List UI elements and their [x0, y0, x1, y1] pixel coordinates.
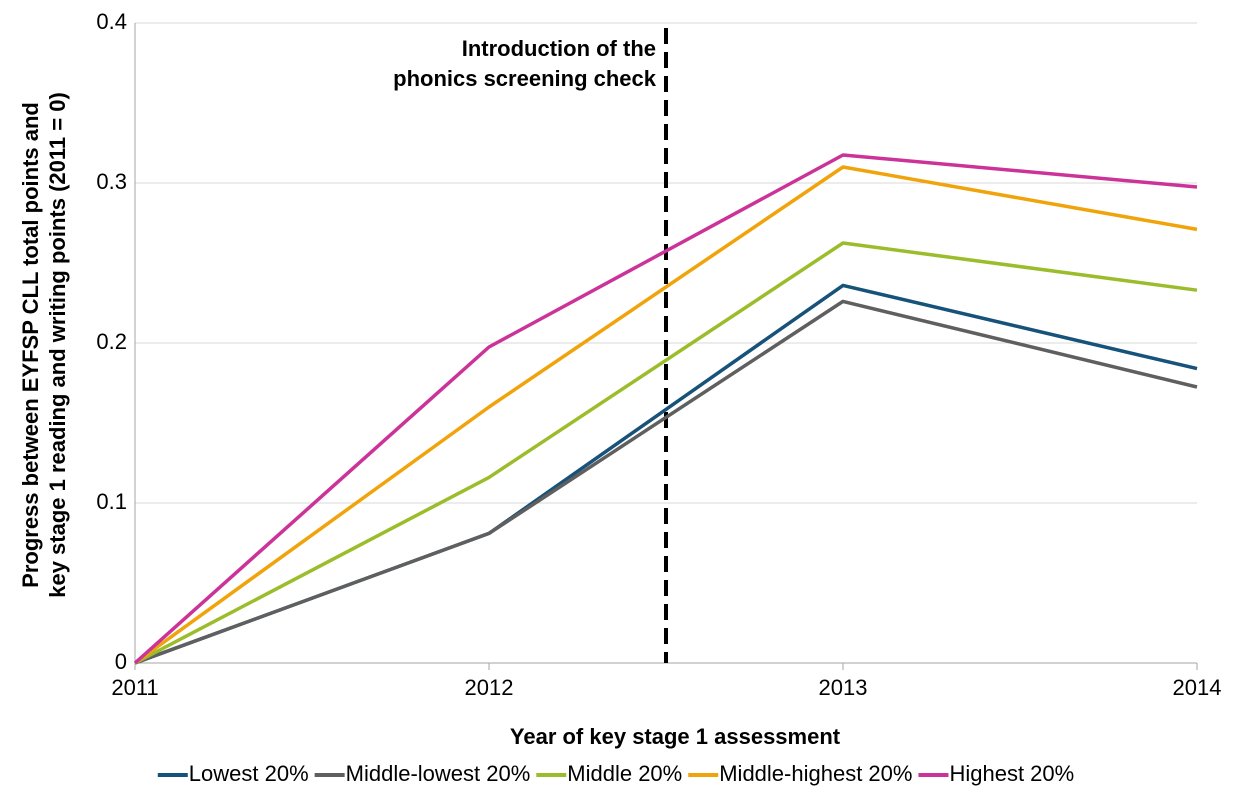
series-line — [134, 299, 1198, 665]
legend-label: Highest 20% — [949, 761, 1074, 786]
y-tick-label: 0 — [115, 649, 127, 674]
y-axis-label-line: Progress between EYFSP CLL total points … — [18, 102, 43, 588]
legend-label: Lowest 20% — [189, 761, 309, 786]
y-tick-label: 0.3 — [96, 169, 127, 194]
legend: Lowest 20% Middle-lowest 20% Middle 20% Mid… — [157, 761, 1074, 786]
x-tick-label: 2011 — [111, 675, 158, 700]
series-line — [133, 165, 1198, 665]
series-line — [134, 241, 1198, 665]
x-tick-label: 2012 — [465, 675, 514, 700]
legend-label: Middle 20% — [567, 761, 682, 786]
annotation: Introduction of the — [462, 36, 656, 61]
y-tick-label: 0.2 — [96, 329, 127, 354]
series-line — [133, 153, 1198, 665]
y-tick-label: 0.1 — [96, 489, 127, 514]
y-tick-label: 0.4 — [96, 9, 127, 34]
legend-label: Middle-highest 20% — [719, 761, 912, 786]
annotation: phonics screening check — [393, 66, 657, 91]
x-axis-label: Year of key stage 1 assessment — [510, 724, 841, 749]
y-axis-label-line: key stage 1 reading and writing points (… — [45, 92, 70, 598]
x-tick-label: 2014 — [1173, 675, 1222, 700]
legend-label: Middle-lowest 20% — [346, 761, 531, 786]
x-tick-label: 2013 — [819, 675, 868, 700]
y-axis-label: Progress between EYFSP CLL total points … — [18, 92, 70, 598]
